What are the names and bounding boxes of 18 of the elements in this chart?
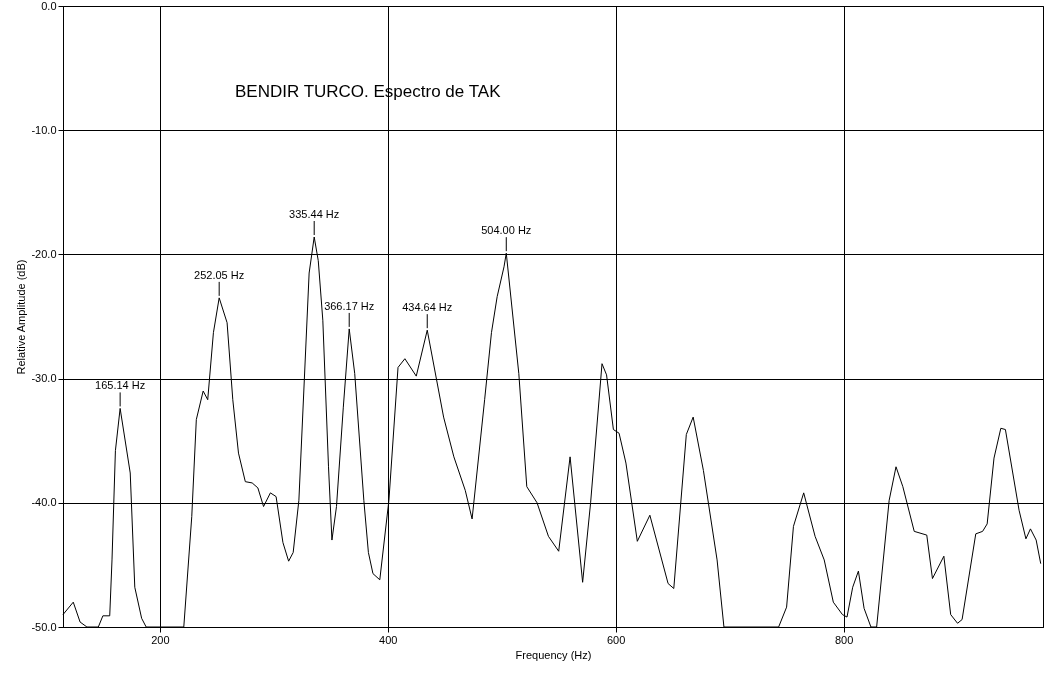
annotation: 252.05 Hz xyxy=(194,268,245,281)
x-tick-label: 200 xyxy=(151,633,170,646)
annotation: 434.64 Hz xyxy=(402,301,453,314)
y-tick-label: -10.0 xyxy=(31,123,57,136)
annotation: 165.14 Hz xyxy=(95,379,146,392)
x-axis-title: Frequency (Hz) xyxy=(515,648,592,661)
y-tick-label: -30.0 xyxy=(31,372,57,385)
annotation: 504.00 Hz xyxy=(481,224,532,237)
y-tick-label: -40.0 xyxy=(31,496,57,509)
y-tick-label: -50.0 xyxy=(31,620,57,633)
x-tick-label: 600 xyxy=(606,633,626,646)
y-tick-label: 0.0 xyxy=(41,0,57,12)
x-tick-label: 400 xyxy=(379,633,398,646)
annotation: 335.44 Hz xyxy=(289,208,340,221)
y-tick-label: -20.0 xyxy=(31,247,57,260)
annotation: 366.17 Hz xyxy=(324,299,375,312)
y-axis-title: Relative Amplitude (dB) xyxy=(15,259,28,375)
x-tick-label: 800 xyxy=(834,633,854,646)
